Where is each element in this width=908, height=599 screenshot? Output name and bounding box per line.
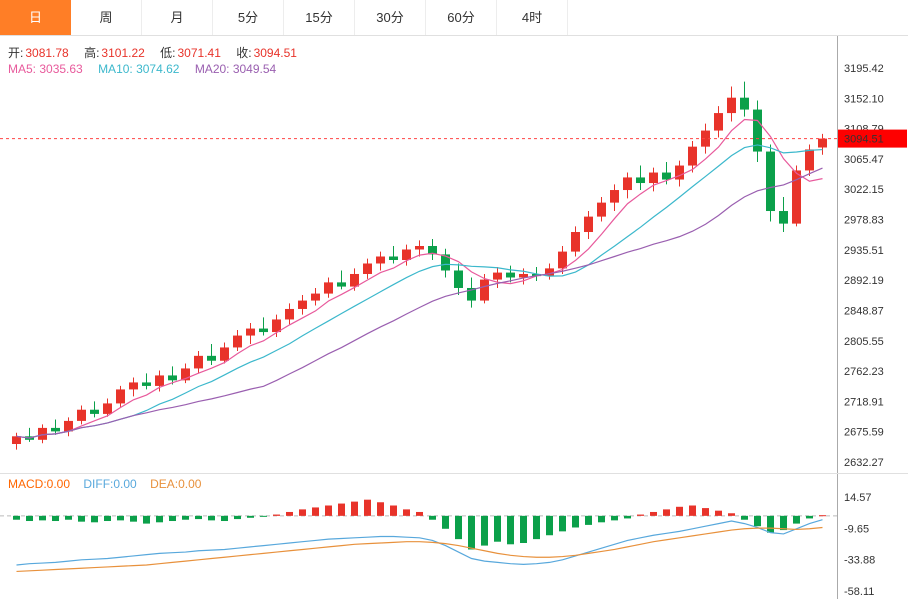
high-value: 3101.22 (101, 46, 145, 60)
open-label: 开: (8, 46, 24, 60)
ma-lines (16, 118, 823, 439)
svg-text:2848.87: 2848.87 (844, 305, 884, 317)
close-value: 3094.51 (253, 46, 297, 60)
macd-lines (16, 519, 823, 573)
macd-axis-labels: 14.57 -9.65 -33.88 -58.11 (844, 492, 875, 598)
svg-text:14.57: 14.57 (844, 492, 872, 504)
svg-text:2978.83: 2978.83 (844, 215, 884, 227)
high-label: 高: (84, 46, 100, 60)
diff-value-label: DIFF:0.00 (83, 477, 137, 491)
svg-text:2892.19: 2892.19 (844, 275, 884, 287)
ohlc-info: 开: 3081.78 高: 3101.22 低: 3071.41 收: 3094.51 (8, 44, 309, 61)
svg-text:2675.59: 2675.59 (844, 427, 884, 439)
low-label: 低: (160, 46, 176, 60)
svg-text:2632.27: 2632.27 (844, 457, 884, 469)
tab-60min[interactable]: 60分 (426, 0, 497, 35)
timeframe-tabbar: 日 周 月 5分 15分 30分 60分 4时 (0, 0, 908, 36)
dea-value-label: DEA:0.00 (150, 477, 202, 491)
ma-legend: MA5: 3035.63 MA10: 3074.62 MA20: 3049.54 (8, 62, 288, 76)
svg-text:3152.10: 3152.10 (844, 93, 884, 105)
open-value: 3081.78 (25, 46, 69, 60)
main-axis-labels: 3195.423152.103108.793065.473022.152978.… (844, 63, 884, 469)
candles (12, 81, 827, 450)
svg-text:-9.65: -9.65 (844, 523, 869, 535)
macd-histogram (13, 499, 826, 550)
svg-text:3022.15: 3022.15 (844, 184, 884, 196)
macd-value-label: MACD:0.00 (8, 477, 71, 491)
svg-text:-33.88: -33.88 (844, 555, 875, 567)
tab-15min[interactable]: 15分 (284, 0, 355, 35)
svg-text:2718.91: 2718.91 (844, 396, 884, 408)
macd-legend: MACD:0.00 DIFF:0.00 DEA:0.00 (8, 477, 211, 491)
svg-text:2805.55: 2805.55 (844, 336, 884, 348)
tab-30min[interactable]: 30分 (355, 0, 426, 35)
tab-month[interactable]: 月 (142, 0, 213, 35)
svg-text:3065.47: 3065.47 (844, 154, 884, 166)
svg-text:3195.42: 3195.42 (844, 63, 884, 75)
ma10-legend: MA10: 3074.62 (98, 62, 180, 76)
ma20-legend: MA20: 3049.54 (194, 62, 277, 76)
tab-day[interactable]: 日 (0, 0, 71, 35)
macd-chart-svg[interactable]: 14.57 -9.65 -33.88 -58.11 (0, 473, 908, 599)
tab-week[interactable]: 周 (71, 0, 142, 35)
tab-4hour[interactable]: 4时 (497, 0, 568, 35)
svg-text:2935.51: 2935.51 (844, 245, 884, 257)
svg-text:-58.11: -58.11 (844, 586, 874, 598)
main-chart-svg[interactable]: 3195.423152.103108.793065.473022.152978.… (0, 36, 908, 473)
low-value: 3071.41 (177, 46, 221, 60)
close-label: 收: (236, 46, 252, 60)
current-price-tag: 3094.51 (838, 129, 907, 148)
ma5-legend: MA5: 3035.63 (8, 62, 83, 76)
svg-text:2762.23: 2762.23 (844, 366, 884, 378)
svg-text:3094.51: 3094.51 (844, 134, 884, 146)
tab-5min[interactable]: 5分 (213, 0, 284, 35)
